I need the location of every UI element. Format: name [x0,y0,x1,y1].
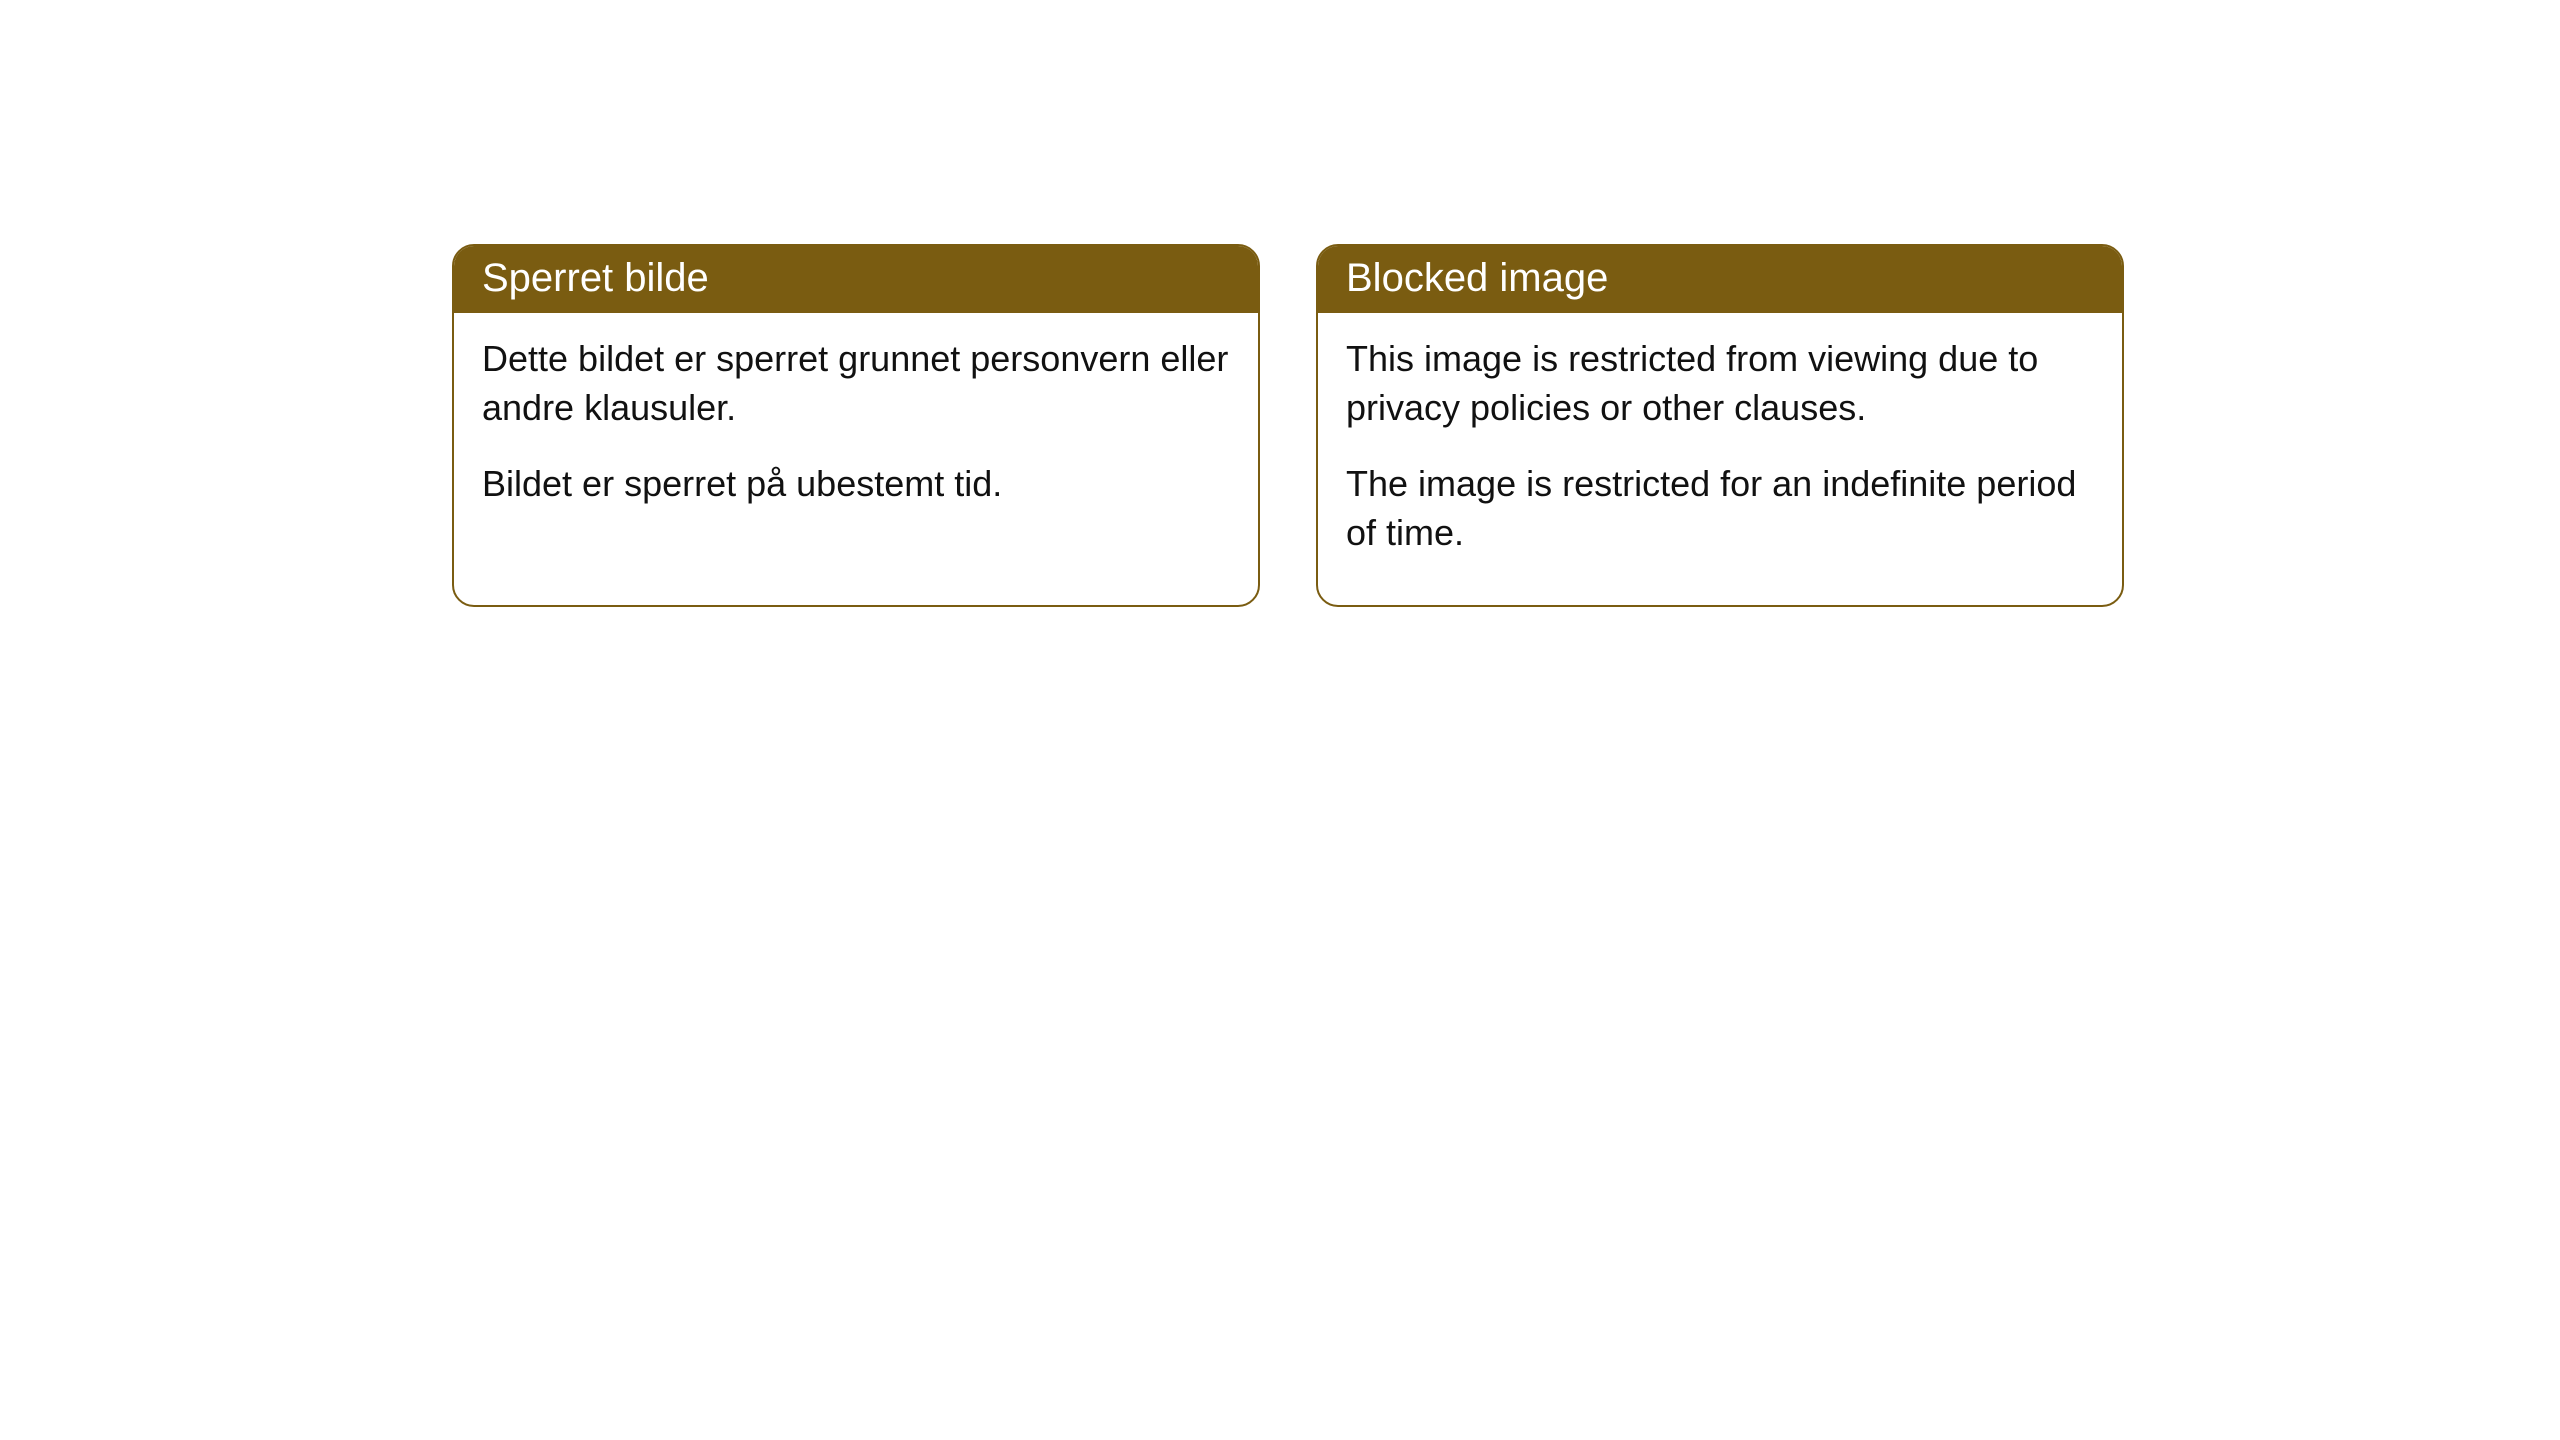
blocked-image-card-norwegian: Sperret bilde Dette bildet er sperret gr… [452,244,1260,607]
card-title: Sperret bilde [482,256,709,300]
card-header-english: Blocked image [1318,246,2122,313]
notice-paragraph: This image is restricted from viewing du… [1346,335,2094,432]
notice-paragraph: Dette bildet er sperret grunnet personve… [482,335,1230,432]
blocked-image-card-english: Blocked image This image is restricted f… [1316,244,2124,607]
notice-paragraph: The image is restricted for an indefinit… [1346,460,2094,557]
card-title: Blocked image [1346,256,1608,300]
notice-paragraph: Bildet er sperret på ubestemt tid. [482,460,1230,509]
notice-cards-container: Sperret bilde Dette bildet er sperret gr… [452,244,2124,607]
card-header-norwegian: Sperret bilde [454,246,1258,313]
card-body-english: This image is restricted from viewing du… [1318,313,2122,605]
card-body-norwegian: Dette bildet er sperret grunnet personve… [454,313,1258,557]
